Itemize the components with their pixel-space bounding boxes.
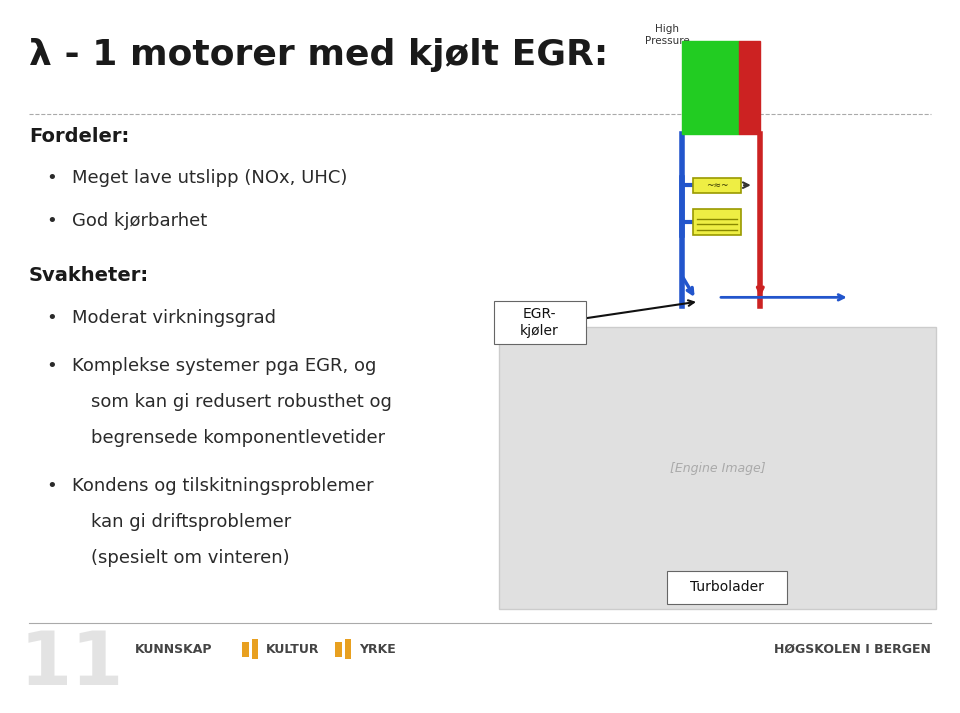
FancyBboxPatch shape <box>345 639 351 660</box>
Text: λ - 1 motorer med kjølt EGR:: λ - 1 motorer med kjølt EGR: <box>29 38 608 72</box>
Text: ~≈~: ~≈~ <box>706 180 729 190</box>
FancyBboxPatch shape <box>693 209 741 235</box>
Text: •: • <box>46 169 57 187</box>
Text: God kjørbarhet: God kjørbarhet <box>72 212 207 230</box>
Text: Komplekse systemer pga EGR, og: Komplekse systemer pga EGR, og <box>72 357 376 375</box>
Text: KUNNSKAP: KUNNSKAP <box>134 642 212 655</box>
Text: Svakheter:: Svakheter: <box>29 266 149 284</box>
FancyBboxPatch shape <box>739 41 760 134</box>
Text: Meget lave utslipp (NOx, UHC): Meget lave utslipp (NOx, UHC) <box>72 169 348 187</box>
FancyBboxPatch shape <box>682 41 739 134</box>
FancyBboxPatch shape <box>335 642 342 657</box>
Text: (spesielt om vinteren): (spesielt om vinteren) <box>91 548 290 567</box>
FancyBboxPatch shape <box>693 178 741 193</box>
Text: HØGSKOLEN I BERGEN: HØGSKOLEN I BERGEN <box>775 642 931 655</box>
Text: [Engine Image]: [Engine Image] <box>670 461 766 475</box>
Text: •: • <box>46 477 57 495</box>
Text: Kondens og tilskitningsproblemer: Kondens og tilskitningsproblemer <box>72 477 373 495</box>
FancyBboxPatch shape <box>499 327 936 609</box>
Text: •: • <box>46 309 57 327</box>
Text: •: • <box>46 212 57 230</box>
FancyBboxPatch shape <box>667 570 787 604</box>
Text: kan gi driftsproblemer: kan gi driftsproblemer <box>91 513 292 530</box>
Text: Turbolader: Turbolader <box>690 580 763 594</box>
Text: som kan gi redusert robusthet og: som kan gi redusert robusthet og <box>91 393 392 411</box>
FancyBboxPatch shape <box>494 302 586 344</box>
FancyBboxPatch shape <box>242 642 249 657</box>
Text: •: • <box>46 357 57 375</box>
Text: Fordeler:: Fordeler: <box>29 128 129 146</box>
Text: Moderat virkningsgrad: Moderat virkningsgrad <box>72 309 276 327</box>
Text: begrensede komponentlevetider: begrensede komponentlevetider <box>91 429 385 447</box>
FancyBboxPatch shape <box>252 639 258 660</box>
Text: High
Pressure: High Pressure <box>645 24 689 46</box>
Text: EGR-
kjøler: EGR- kjøler <box>520 307 559 339</box>
Text: 11: 11 <box>19 627 124 701</box>
Text: YRKE: YRKE <box>359 642 396 655</box>
Text: KULTUR: KULTUR <box>266 642 320 655</box>
